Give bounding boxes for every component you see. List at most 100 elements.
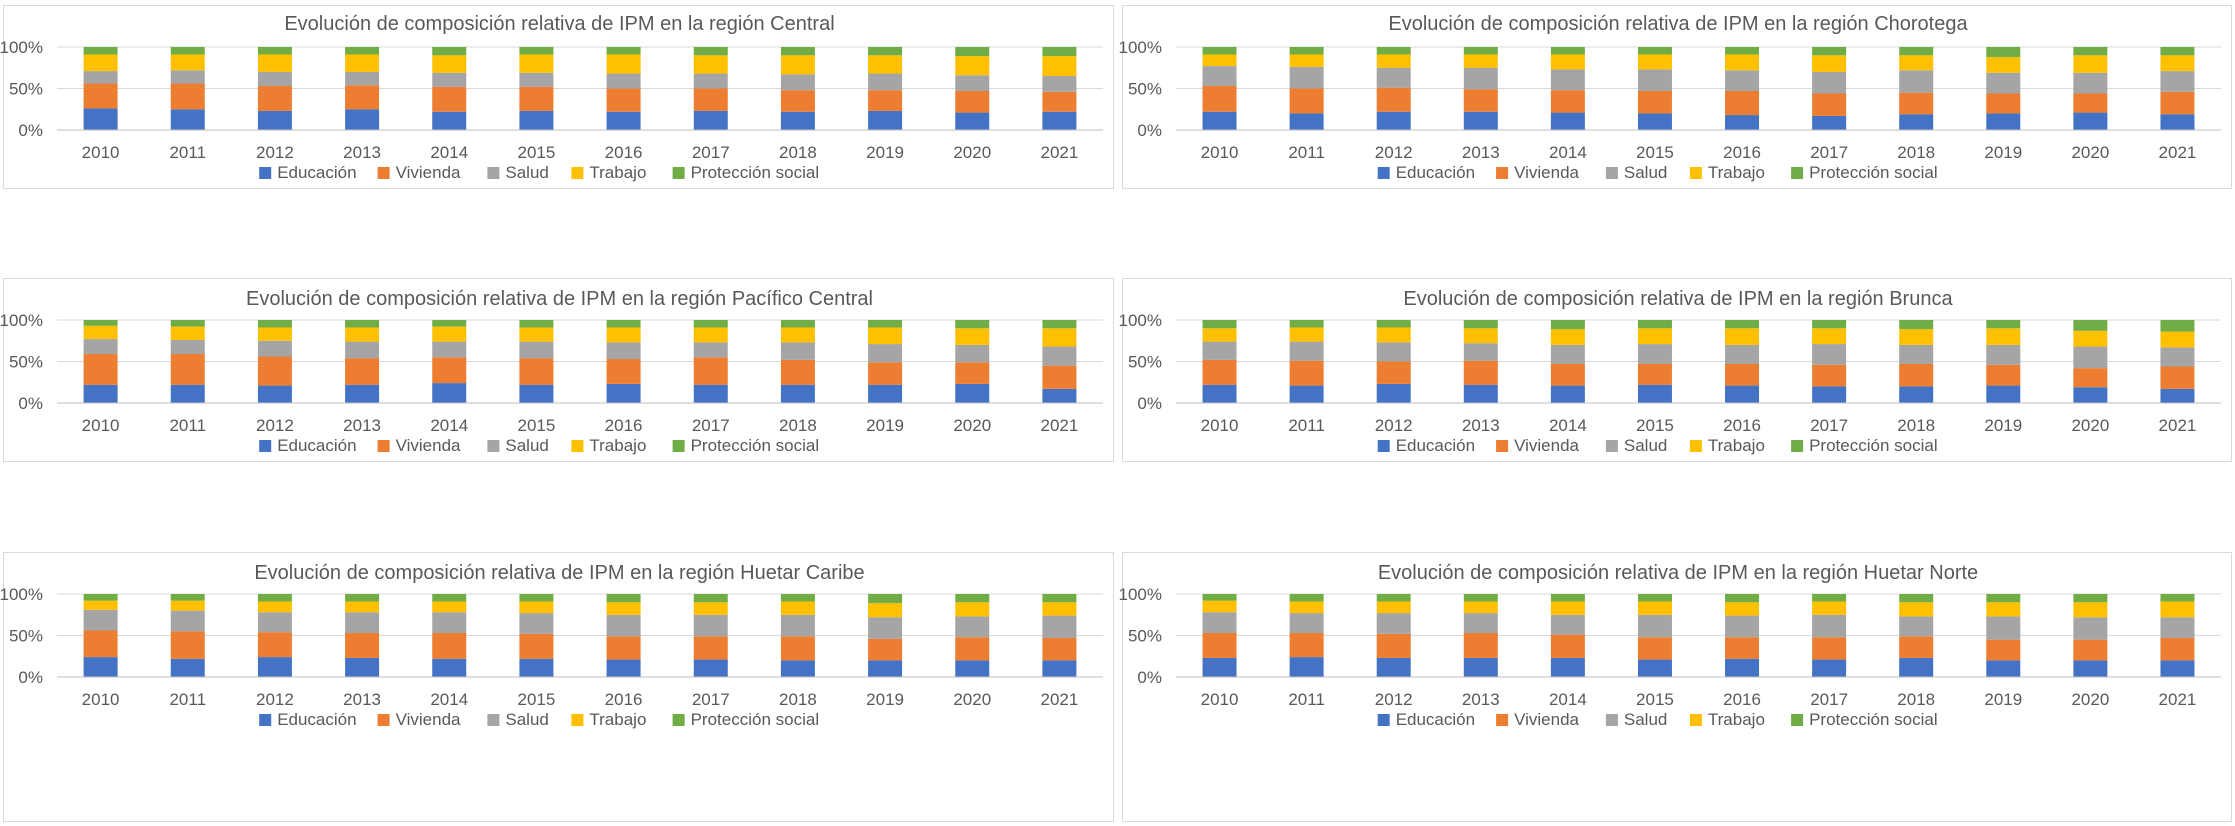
x-tick-label: 2014	[1549, 690, 1587, 709]
bar-salud-2011	[1289, 66, 1324, 89]
y-tick-label: 0%	[18, 121, 43, 140]
x-tick-label: 2016	[605, 690, 643, 709]
bar-proteccion-social-2011	[170, 320, 205, 327]
bar-proteccion-social-2015	[519, 47, 554, 55]
bar-vivienda-2019	[868, 362, 903, 385]
bar-vivienda-2014	[1550, 90, 1585, 113]
bar-salud-2019	[868, 344, 903, 363]
chart-svg-huetar-caribe: Evolución de composición relativa de IPM…	[0, 562, 1103, 729]
bar-vivienda-2019	[1986, 93, 2021, 114]
bar-educacion-2013	[345, 384, 380, 403]
bar-educacion-2020	[955, 660, 990, 677]
bar-vivienda-2017	[1812, 637, 1847, 660]
bar-trabajo-2010	[83, 600, 118, 610]
bar-salud-2017	[1812, 344, 1847, 365]
bar-proteccion-social-2012	[1376, 47, 1411, 55]
y-tick-label: 100%	[0, 38, 43, 57]
bar-vivienda-2016	[606, 359, 641, 384]
bar-salud-2011	[1289, 613, 1324, 634]
bar-educacion-2020	[955, 383, 990, 403]
bar-trabajo-2015	[519, 54, 554, 73]
bar-trabajo-2010	[83, 325, 118, 340]
chart-title: Evolución de composición relativa de IPM…	[284, 13, 834, 35]
y-tick-label: 100%	[0, 585, 43, 604]
bar-salud-2015	[519, 613, 554, 634]
bar-educacion-2011	[1289, 385, 1324, 403]
chart-title: Evolución de composición relativa de IPM…	[246, 288, 873, 310]
bar-vivienda-2016	[1725, 637, 1760, 659]
bar-proteccion-social-2019	[1986, 320, 2021, 329]
bar-educacion-2017	[1812, 659, 1847, 677]
x-tick-label: 2010	[82, 143, 120, 162]
legend-swatch-proteccion-social	[1791, 167, 1804, 179]
bar-salud-2017	[693, 614, 728, 637]
bar-trabajo-2021	[2160, 331, 2195, 348]
legend-label-educacion: Educación	[277, 710, 356, 729]
bar-proteccion-social-2021	[2160, 594, 2195, 602]
bar-salud-2010	[1202, 341, 1237, 360]
bar-proteccion-social-2021	[2160, 47, 2195, 56]
legend-label-trabajo: Trabajo	[1708, 163, 1765, 182]
bar-proteccion-social-2020	[2073, 594, 2108, 603]
bar-salud-2019	[1986, 72, 2021, 94]
bar-educacion-2017	[1812, 386, 1847, 403]
bar-salud-2019	[1986, 344, 2021, 365]
bar-vivienda-2018	[780, 359, 815, 385]
bar-salud-2012	[1376, 613, 1411, 634]
bar-educacion-2011	[170, 658, 205, 677]
bar-educacion-2010	[1202, 111, 1237, 130]
bar-vivienda-2014	[432, 633, 467, 659]
bar-trabajo-2017	[693, 327, 728, 343]
legend-swatch-trabajo	[571, 440, 584, 452]
x-tick-label: 2018	[779, 690, 817, 709]
bar-educacion-2012	[1376, 111, 1411, 130]
x-tick-label: 2013	[343, 416, 381, 435]
bar-trabajo-2021	[2160, 55, 2195, 72]
bar-educacion-2016	[606, 383, 641, 403]
bar-vivienda-2020	[2073, 93, 2108, 113]
legend-label-vivienda: Vivienda	[396, 163, 461, 182]
legend-label-proteccion-social: Protección social	[1809, 163, 1938, 182]
bar-trabajo-2019	[1986, 328, 2021, 345]
x-tick-label: 2017	[1810, 143, 1848, 162]
bar-proteccion-social-2012	[257, 594, 292, 602]
bar-vivienda-2011	[170, 631, 205, 659]
bar-proteccion-social-2012	[257, 47, 292, 55]
bar-salud-2017	[693, 342, 728, 358]
bar-proteccion-social-2011	[170, 47, 205, 55]
x-tick-label: 2011	[169, 143, 206, 162]
bar-salud-2016	[1725, 70, 1760, 91]
bar-vivienda-2019	[868, 90, 903, 111]
bar-educacion-2016	[1725, 385, 1760, 403]
legend-label-salud: Salud	[505, 436, 548, 455]
y-tick-label: 50%	[1128, 353, 1162, 372]
legend: Educación Vivienda Salud Trabajo Protección …	[1377, 436, 1938, 455]
x-tick-label: 2013	[343, 143, 381, 162]
bar-educacion-2020	[2073, 112, 2108, 130]
bar-trabajo-2018	[780, 601, 815, 615]
bar-trabajo-2020	[2073, 602, 2108, 618]
bar-educacion-2019	[1986, 385, 2021, 403]
bar-salud-2012	[257, 612, 292, 633]
bar-educacion-2018	[1899, 657, 1934, 677]
x-tick-label: 2012	[256, 690, 294, 709]
legend-label-proteccion-social: Protección social	[1809, 710, 1938, 729]
x-tick-label: 2015	[518, 143, 556, 162]
y-tick-label: 50%	[1128, 627, 1162, 646]
legend-label-educacion: Educación	[1396, 163, 1475, 182]
bar-trabajo-2010	[83, 54, 118, 72]
bar-educacion-2014	[1550, 385, 1585, 403]
bar-vivienda-2013	[345, 633, 380, 658]
bar-educacion-2010	[83, 384, 118, 403]
bar-trabajo-2014	[1550, 601, 1585, 615]
legend-label-salud: Salud	[505, 710, 548, 729]
bar-proteccion-social-2015	[1637, 47, 1672, 55]
y-tick-label: 100%	[1119, 311, 1162, 330]
legend: Educación Vivienda Salud Trabajo Protección …	[259, 163, 819, 182]
bar-educacion-2012	[257, 110, 292, 130]
bar-salud-2020	[955, 75, 990, 91]
bar-educacion-2019	[868, 110, 903, 130]
bar-salud-2015	[1637, 614, 1672, 638]
legend-label-salud: Salud	[1624, 436, 1667, 455]
chart-panel-huetar-caribe: Evolución de composición relativa de IPM…	[0, 552, 1114, 822]
